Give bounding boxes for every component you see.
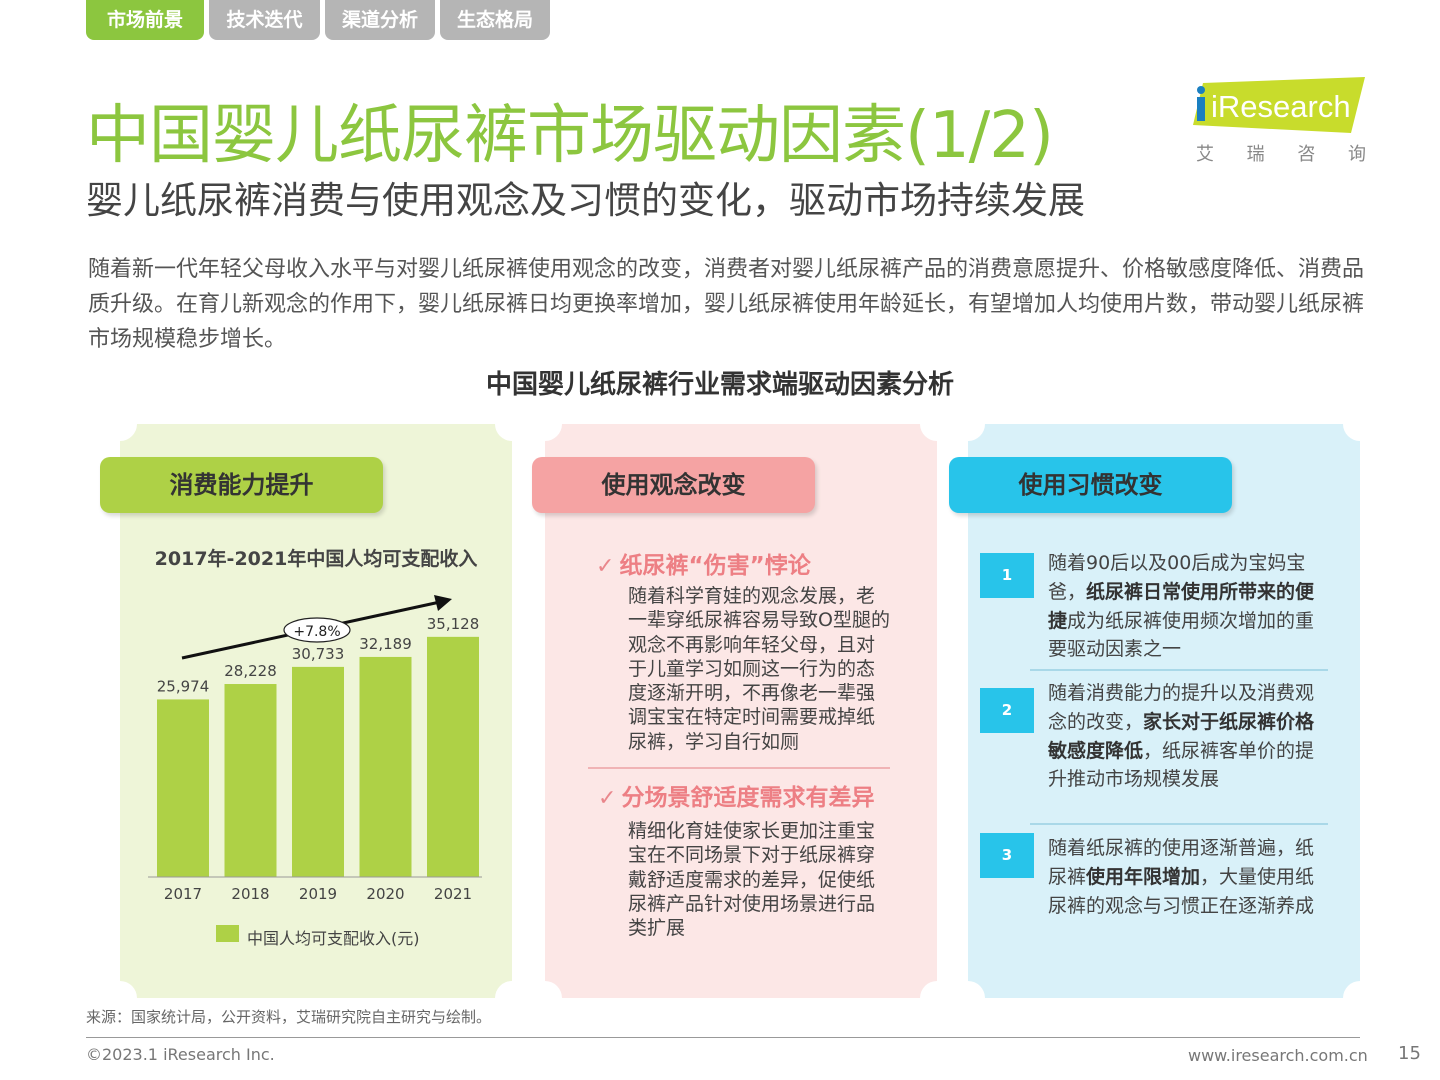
consumption-header: 消费能力提升	[100, 457, 383, 513]
income-bar-chart: 25,974 2017 28,228 2018 30,733 2019 32,189 2020…	[148, 595, 482, 903]
tab-tech-iteration[interactable]: 技术迭代	[209, 0, 320, 40]
concept-point-1-body: 随着科学育娃的观念发展，老一辈穿纸尿裤容易导致O型腿的观念不再影响年轻父母，且对…	[628, 585, 890, 753]
tab-channel-analysis[interactable]: 渠道分析	[325, 0, 435, 40]
bar-value-label: 35,128	[427, 615, 480, 633]
bar-value-label: 28,228	[224, 662, 277, 680]
habit-item-number: 3	[980, 833, 1034, 878]
habit-item-number: 2	[980, 688, 1034, 733]
page-number: 15	[1398, 1043, 1421, 1064]
concept-point-1-heading: ✓ 纸尿裤“伤害”悖论	[596, 553, 811, 579]
growth-arrow-head	[434, 595, 452, 611]
x-tick-label: 2018	[231, 885, 269, 903]
chart-title: 2017年-2021年中国人均可支配收入	[154, 548, 478, 570]
bar-2020	[359, 656, 412, 877]
logo-chinese-name: 艾瑞咨询	[1196, 144, 1366, 165]
concept-point-2-body: 精细化育娃使家长更加注重宝宝在不同场景下对于纸尿裤穿戴舒适度需求的差异，促使纸尿…	[628, 820, 876, 940]
bar-value-label: 25,974	[157, 677, 210, 695]
habit-header: 使用习惯改变	[949, 457, 1232, 513]
website-link[interactable]: www.iresearch.com.cn	[1188, 1046, 1368, 1065]
copyright: ©2023.1 iResearch Inc.	[86, 1045, 275, 1064]
x-tick-label: 2020	[366, 885, 404, 903]
divider	[1030, 669, 1328, 671]
tab-ecosystem[interactable]: 生态格局	[440, 0, 550, 40]
concept-header: 使用观念改变	[532, 457, 815, 513]
bar-2021	[427, 636, 479, 877]
page-subtitle: 婴儿纸尿裤消费与使用观念及习惯的变化，驱动市场持续发展	[86, 179, 1085, 222]
legend-swatch	[216, 925, 239, 942]
bar-2018	[224, 684, 277, 877]
tab-market-outlook[interactable]: 市场前景	[86, 0, 204, 40]
section-title: 中国婴儿纸尿裤行业需求端驱动因素分析	[485, 370, 954, 400]
bar-2017	[157, 699, 209, 877]
bar-value-label: 30,733	[292, 645, 345, 663]
bar-value-label: 32,189	[359, 635, 412, 653]
habit-item-2-text: 随着消费能力的提升以及消费观念的改变，家长对于纸尿裤价格敏感度降低，纸尿裤客单价…	[1048, 682, 1315, 791]
check-icon: ✓	[596, 554, 615, 579]
check-icon: ✓	[598, 786, 617, 811]
concept-panel	[528, 407, 954, 1015]
x-tick-label: 2017	[164, 885, 202, 903]
habit-item-3-text: 随着纸尿裤的使用逐渐普遍，纸尿裤使用年限增加，大量使用纸尿裤的观念与习惯正在逐渐…	[1048, 837, 1315, 917]
x-tick-label: 2019	[299, 885, 337, 903]
divider	[588, 767, 890, 769]
concept-point-2-heading: ✓ 分场景舒适度需求有差异	[598, 785, 875, 811]
bar-2019	[292, 666, 344, 877]
growth-badge	[283, 617, 351, 643]
growth-label: +7.8%	[293, 624, 340, 640]
footer-divider	[86, 1037, 1360, 1038]
source-note: 来源：国家统计局，公开资料，艾瑞研究院自主研究与绘制。	[86, 1008, 492, 1026]
intro-paragraph: 随着新一代年轻父母收入水平与对婴儿纸尿裤使用观念的改变，消费者对婴儿纸尿裤产品的…	[88, 257, 1365, 352]
x-tick-label: 2021	[434, 885, 472, 903]
divider	[1030, 823, 1328, 825]
svg-text:iResearch: iResearch	[1211, 89, 1351, 124]
iresearch-logo: iResearch	[1193, 77, 1365, 133]
page-title: 中国婴儿纸尿裤市场驱动因素(1/2)	[86, 99, 1054, 173]
habit-item-number: 1	[980, 553, 1034, 598]
legend-label: 中国人均可支配收入(元)	[247, 929, 420, 948]
habit-item-1-text: 随着90后以及00后成为宝妈宝爸，纸尿裤日常使用所带来的便捷成为纸尿裤使用频次增…	[1048, 552, 1315, 661]
